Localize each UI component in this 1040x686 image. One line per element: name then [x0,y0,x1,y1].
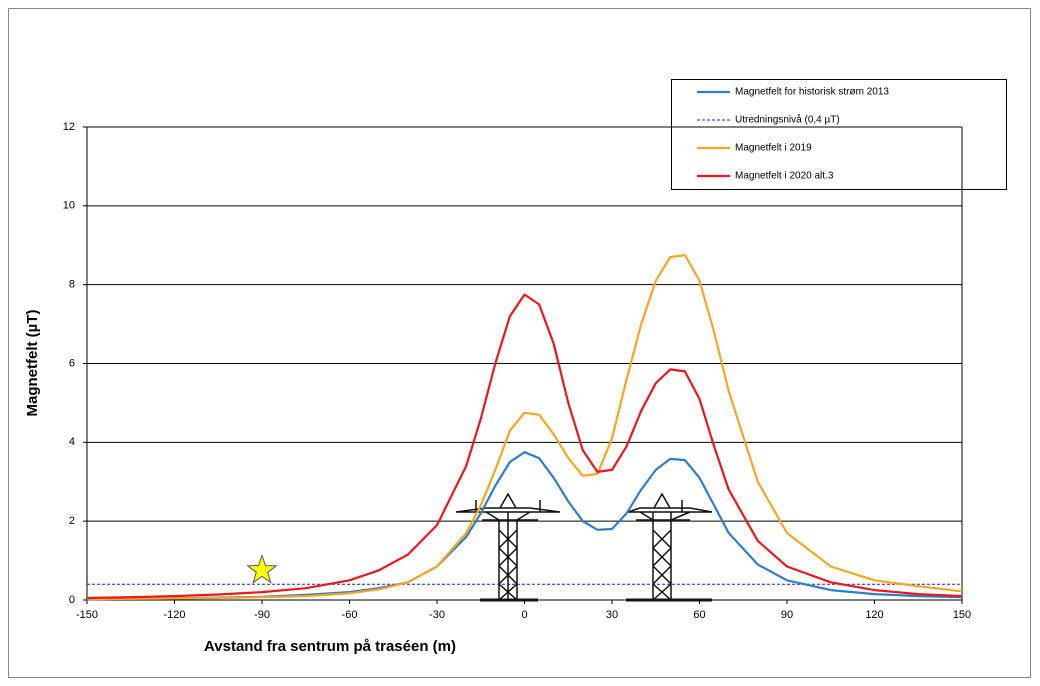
star-marker [246,553,278,584]
legend [671,79,1007,190]
series-line [86,254,963,601]
x-tick-label: 0 [521,609,527,621]
x-tick-label: -120 [163,609,185,621]
legend-label: Utredningsnivå (0,4 µT) [735,114,840,126]
x-tick-label: -150 [76,609,98,621]
y-tick-label: 6 [69,357,75,369]
x-tick-label: 90 [781,609,793,621]
x-axis-title: Avstand fra sentrum på traséen (m) [204,638,456,655]
x-tick-label: 120 [865,609,883,621]
tower [626,492,713,602]
legend-label: Magnetfelt i 2020 alt.3 [735,171,834,182]
y-tick-label: 10 [63,200,75,212]
y-tick-label: 2 [69,515,75,527]
y-tick-label: 0 [69,594,75,606]
y-axis-title: Magnetfelt (µT) [24,310,41,417]
x-tick-label: 60 [693,609,705,621]
x-tick-label: -90 [254,609,270,621]
y-tick-label: 8 [69,279,75,291]
x-tick-label: -30 [429,609,445,621]
series-line [86,451,963,601]
series-line [86,293,963,600]
x-tick-label: 30 [606,609,618,621]
legend-label: Magnetfelt i 2019 [735,143,812,154]
y-tick-label: 4 [69,436,75,448]
y-tick-label: 12 [63,121,75,133]
x-tick-label: 150 [953,609,971,621]
tower [455,492,561,602]
x-tick-label: -60 [342,609,358,621]
towers [455,492,713,602]
legend-label: Magnetfelt for historisk strøm 2013 [735,87,889,98]
